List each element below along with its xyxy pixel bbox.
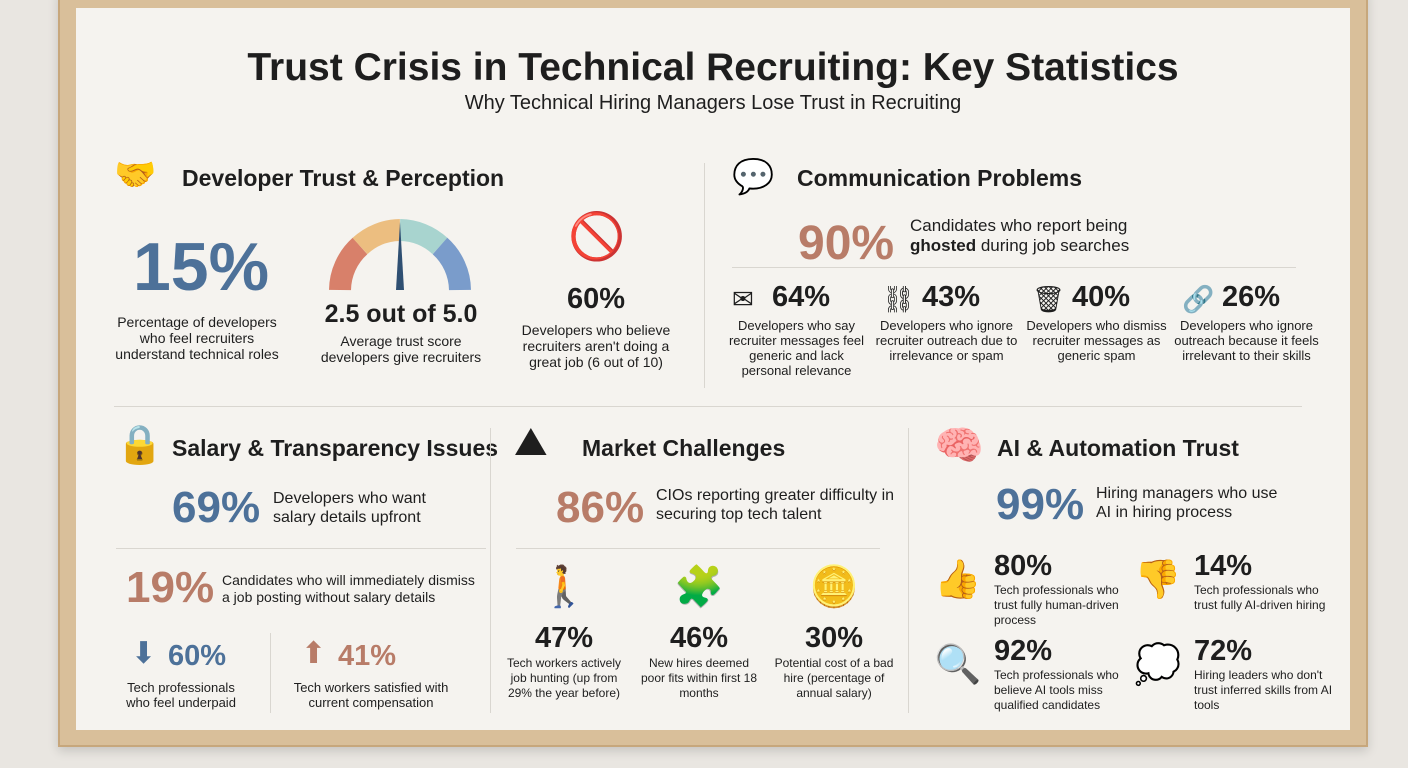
gauge-segment-blue (432, 237, 471, 291)
section-heading: Salary & Transparency Issues (172, 435, 499, 461)
stat-value: 86% (556, 483, 645, 532)
section-heading: Market Challenges (582, 435, 786, 461)
arrow-down-icon: ⬇ (131, 637, 157, 670)
stat-label: Tech workers actively job hunting (up fr… (506, 656, 622, 700)
stat-value: 72% (1194, 635, 1253, 667)
thought-bubble-icon: 💭 (1134, 644, 1182, 686)
stat-label: Developers who say recruiter messages fe… (728, 318, 865, 378)
resume-search-icon: 🔍 (934, 644, 982, 686)
stat-label: Tech professionals who feel underpaid (126, 680, 236, 710)
chain-link-icon: 🔗 (1182, 284, 1215, 314)
stat-label: Tech workers satisfied with current comp… (293, 680, 449, 710)
stat-value: 40% (1072, 281, 1131, 313)
section-heading: Communication Problems (797, 165, 1082, 191)
message-blocked-icon: 💬 (732, 158, 775, 196)
stat-label: Tech professionals who believe AI tools … (994, 668, 1119, 712)
gauge-segment-red (329, 237, 368, 291)
mountain-flag-icon: ⛰ (514, 420, 548, 464)
stat-value: 60% (168, 640, 227, 672)
coins-icon: 🪙 (809, 565, 859, 609)
brain-head-icon: 🧠 (934, 424, 984, 468)
stat-label: Potential cost of a bad hire (percentage… (774, 656, 894, 700)
gauge-label: Average trust score developers give recr… (320, 333, 482, 365)
stat-value: 30% (804, 622, 864, 654)
stat-value: 19% (126, 563, 215, 612)
handshake-icon: 🤝 (114, 156, 157, 194)
envelope-icon: ✉ (732, 284, 754, 314)
stat-label: Developers who dismiss recruiter message… (1026, 318, 1167, 363)
stat-label: Developers who ignore recruiter outreach… (875, 318, 1018, 363)
stat-value: 46% (669, 622, 729, 654)
gauge-value: 2.5 out of 5.0 (324, 300, 478, 328)
stat-value: 92% (994, 635, 1053, 667)
stat-value: 99% (996, 480, 1085, 529)
stat-label: Candidates who report being ghosted duri… (910, 216, 1130, 255)
gauge-segment-yellow (352, 219, 401, 255)
stat-value: 90% (798, 217, 895, 270)
stat-value: 26% (1222, 281, 1281, 313)
section-heading: Developer Trust & Perception (182, 165, 505, 191)
thumbs-down-icon: 👎 (1134, 559, 1182, 601)
page-title: Trust Crisis in Technical Recruiting: Ke… (247, 46, 1179, 89)
job-hunter-icon: 🚶 (539, 565, 589, 609)
stat-label: Hiring leaders who don't trust inferred … (1194, 668, 1333, 712)
puzzle-icon: 🧩 (674, 565, 724, 609)
stat-value: 41% (338, 640, 397, 672)
infographic: Trust Crisis in Technical Recruiting: Ke… (76, 8, 1350, 730)
no-thumbs-up-icon: 🚫 (568, 210, 626, 262)
stat-value: 64% (772, 281, 831, 313)
gauge-needle (396, 222, 404, 290)
stat-label: New hires deemed poor fits within first … (640, 656, 758, 700)
arrow-up-icon: ⬆ (301, 637, 327, 670)
stat-label: Candidates who will immediately dismiss … (222, 572, 475, 605)
thumbs-up-icon: 👍 (934, 559, 982, 601)
stat-value: 80% (994, 550, 1053, 582)
stat-value: 47% (534, 622, 594, 654)
stat-label: Tech professionals who trust fully human… (994, 583, 1119, 627)
stat-label: Hiring managers who use AI in hiring pro… (1096, 485, 1278, 521)
stat-value: 43% (922, 281, 981, 313)
stat-label: CIOs reporting greater difficulty in sec… (656, 487, 895, 523)
section-heading: AI & Automation Trust (997, 435, 1239, 461)
page-subtitle: Why Technical Hiring Managers Lose Trust… (464, 92, 962, 114)
stat-label: Developers who believe recruiters aren't… (521, 322, 671, 370)
stat-label: Percentage of developers who feel recrui… (115, 314, 279, 362)
stat-label: Developers who want salary details upfro… (273, 490, 426, 526)
stat-value: 14% (1194, 550, 1253, 582)
gauge-segment-teal (399, 219, 448, 255)
broken-link-icon: ⛓ (882, 284, 916, 314)
stat-value: 69% (172, 483, 261, 532)
trash-icon: 🗑 (1032, 284, 1066, 314)
lock-money-icon: 🔒 (116, 424, 164, 466)
stat-value: 60% (566, 283, 626, 315)
stat-label: Developers who ignore outreach because i… (1174, 318, 1319, 363)
trust-gauge (329, 219, 471, 291)
stat-value: 15% (132, 229, 270, 305)
stat-label: Tech professionals who trust fully AI-dr… (1194, 583, 1326, 612)
